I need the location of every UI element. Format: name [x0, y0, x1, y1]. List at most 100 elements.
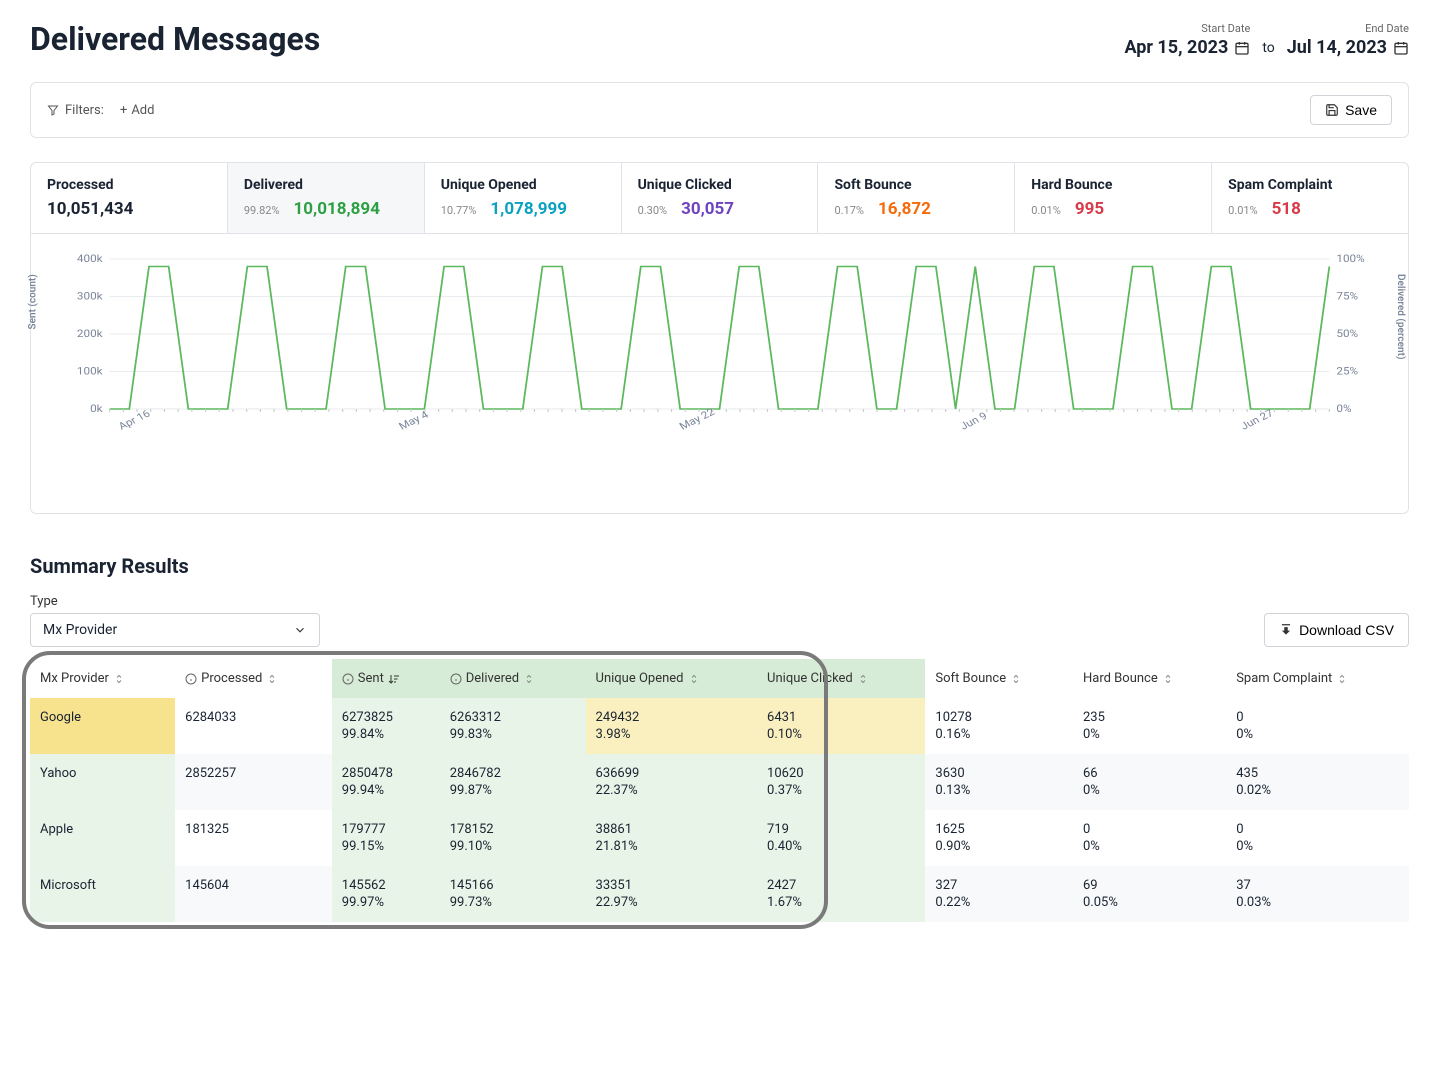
delivery-chart[interactable]: 0k100k200k300k400k0%25%50%75%100%Apr 16M…	[51, 254, 1388, 434]
stat-cell-delivered[interactable]: Delivered99.82%10,018,894	[228, 163, 425, 233]
type-select-value: Mx Provider	[43, 622, 117, 638]
stat-cell-unique-clicked[interactable]: Unique Clicked0.30%30,057	[622, 163, 819, 233]
data-cell: 4350.02%	[1226, 754, 1409, 810]
provider-cell: Yahoo	[30, 754, 175, 810]
stat-label: Soft Bounce	[834, 177, 998, 193]
col-header[interactable]: Mx Provider	[30, 659, 175, 698]
start-date-label: Start Date	[1201, 22, 1250, 35]
download-icon	[1279, 623, 1293, 637]
col-header[interactable]: Unique Clicked	[757, 659, 925, 698]
summary-table: Mx Provider Processed SentDelivered Unique …	[30, 659, 1409, 922]
stat-value: 10,051,434	[47, 199, 133, 219]
table-row: Microsoft14560414556299.97%14516699.73%3…	[30, 866, 1409, 922]
stat-value: 30,057	[681, 199, 734, 219]
data-cell: 36300.13%	[925, 754, 1073, 810]
data-cell: 00%	[1226, 810, 1409, 866]
save-label: Save	[1345, 102, 1377, 118]
filter-icon	[47, 104, 59, 116]
end-date-label: End Date	[1365, 22, 1409, 35]
svg-text:0k: 0k	[90, 403, 103, 415]
data-cell: 14556299.97%	[332, 866, 440, 922]
end-date-picker[interactable]: End Date Jul 14, 2023	[1287, 22, 1409, 58]
stat-value: 995	[1075, 199, 1104, 219]
data-cell: 6284033	[175, 698, 332, 754]
stat-value: 1,078,999	[490, 199, 567, 219]
calendar-icon	[1393, 40, 1409, 56]
sort-icon	[113, 673, 125, 685]
add-filter-button[interactable]: + Add	[120, 103, 155, 118]
svg-text:May 4: May 4	[397, 409, 431, 433]
col-header[interactable]: Delivered	[440, 659, 586, 698]
sort-icon	[523, 673, 535, 685]
col-label: Hard Bounce	[1083, 671, 1158, 686]
col-label: Mx Provider	[40, 671, 109, 686]
stat-pct: 0.01%	[1031, 204, 1061, 217]
data-cell: 370.03%	[1226, 866, 1409, 922]
stat-label: Spam Complaint	[1228, 177, 1392, 193]
col-label: Spam Complaint	[1236, 671, 1332, 686]
stat-cell-hard-bounce[interactable]: Hard Bounce0.01%995	[1015, 163, 1212, 233]
stat-label: Unique Clicked	[638, 177, 802, 193]
col-header[interactable]: Soft Bounce	[925, 659, 1073, 698]
col-header[interactable]: Processed	[175, 659, 332, 698]
stat-value: 518	[1272, 199, 1301, 219]
data-cell: 145604	[175, 866, 332, 922]
table-row: Apple18132517977799.15%17815299.10%38861…	[30, 810, 1409, 866]
svg-text:300k: 300k	[77, 290, 103, 302]
svg-text:400k: 400k	[77, 254, 103, 265]
svg-text:50%: 50%	[1336, 328, 1358, 340]
col-label: Processed	[201, 671, 262, 686]
data-cell: 102780.16%	[925, 698, 1073, 754]
date-to-label: to	[1262, 40, 1274, 58]
sort-icon	[1162, 673, 1174, 685]
data-cell: 2852257	[175, 754, 332, 810]
col-header[interactable]: Unique Opened	[586, 659, 758, 698]
type-label: Type	[30, 594, 320, 609]
stat-label: Unique Opened	[441, 177, 605, 193]
date-range: Start Date Apr 15, 2023 to End Date Jul …	[1124, 22, 1409, 58]
type-select[interactable]: Mx Provider	[30, 613, 320, 647]
data-cell: 285047899.94%	[332, 754, 440, 810]
provider-cell: Google	[30, 698, 175, 754]
svg-text:200k: 200k	[77, 328, 103, 340]
calendar-icon	[1234, 40, 1250, 56]
sort-icon	[266, 673, 278, 685]
provider-cell: Apple	[30, 810, 175, 866]
data-cell: 690.05%	[1073, 866, 1226, 922]
stat-cell-processed[interactable]: Processed10,051,434	[31, 163, 228, 233]
stat-cell-spam-complaint[interactable]: Spam Complaint0.01%518	[1212, 163, 1408, 233]
col-header[interactable]: Sent	[332, 659, 440, 698]
data-cell: 106200.37%	[757, 754, 925, 810]
info-icon	[450, 673, 462, 685]
svg-text:0%: 0%	[1336, 403, 1351, 415]
data-cell: 660%	[1073, 754, 1226, 810]
download-csv-button[interactable]: Download CSV	[1264, 613, 1409, 647]
stats-grid: Processed10,051,434Delivered99.82%10,018…	[30, 162, 1409, 234]
data-cell: 2350%	[1073, 698, 1226, 754]
stat-cell-unique-opened[interactable]: Unique Opened 10.77% 1,078,999	[425, 163, 622, 233]
save-button[interactable]: Save	[1310, 95, 1392, 125]
data-cell: 284678299.87%	[440, 754, 586, 810]
data-cell: 2494323.98%	[586, 698, 758, 754]
table-header: Mx Provider Processed SentDelivered Unique …	[30, 659, 1409, 698]
col-header[interactable]: Spam Complaint	[1226, 659, 1409, 698]
col-label: Unique Opened	[596, 671, 684, 686]
stat-pct: 10.77%	[441, 204, 477, 217]
stat-cell-soft-bounce[interactable]: Soft Bounce0.17%16,872	[818, 163, 1015, 233]
stat-pct: 99.82%	[244, 204, 280, 217]
data-cell: 00%	[1073, 810, 1226, 866]
stat-value: 10,018,894	[294, 199, 380, 219]
save-icon	[1325, 103, 1339, 117]
info-icon	[342, 673, 354, 685]
add-filter-label: Add	[131, 103, 154, 118]
summary-title: Summary Results	[30, 554, 1409, 578]
table-row: Google6284033627382599.84%626331299.83%2…	[30, 698, 1409, 754]
svg-text:May 22: May 22	[677, 406, 717, 433]
start-date-picker[interactable]: Start Date Apr 15, 2023	[1124, 22, 1250, 58]
data-cell: 16250.90%	[925, 810, 1073, 866]
summary-controls: Type Mx Provider Download CSV	[30, 594, 1409, 647]
table-row: Yahoo2852257285047899.94%284678299.87%63…	[30, 754, 1409, 810]
data-cell: 00%	[1226, 698, 1409, 754]
col-header[interactable]: Hard Bounce	[1073, 659, 1226, 698]
sort-icon	[1336, 673, 1348, 685]
